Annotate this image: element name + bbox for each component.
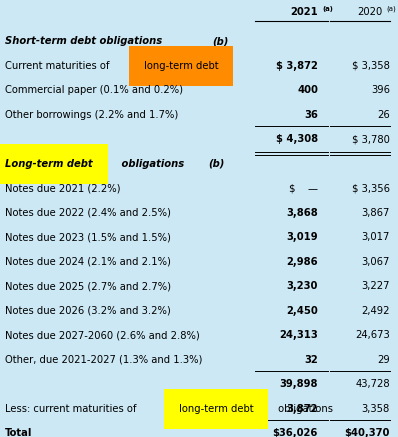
Text: Other, due 2021-2027 (1.3% and 1.3%): Other, due 2021-2027 (1.3% and 1.3%)	[5, 355, 202, 365]
Text: $ 3,358: $ 3,358	[352, 61, 390, 71]
Text: 2,450: 2,450	[286, 306, 318, 316]
Text: obligations: obligations	[118, 159, 188, 169]
Text: Long-term debt: Long-term debt	[5, 159, 93, 169]
Text: Current maturities of: Current maturities of	[5, 61, 113, 71]
Text: (b): (b)	[213, 36, 229, 46]
Text: $    —: $ —	[289, 184, 318, 194]
Text: Less: current maturities of: Less: current maturities of	[5, 404, 140, 414]
Text: long-term debt: long-term debt	[144, 61, 219, 71]
Text: 396: 396	[371, 85, 390, 95]
Text: 36: 36	[304, 110, 318, 120]
Text: Notes due 2023 (1.5% and 1.5%): Notes due 2023 (1.5% and 1.5%)	[5, 232, 171, 243]
Text: 24,313: 24,313	[279, 330, 318, 340]
Text: 3,017: 3,017	[362, 232, 390, 243]
Text: Notes due 2025 (2.7% and 2.7%): Notes due 2025 (2.7% and 2.7%)	[5, 281, 171, 291]
Text: 3,227: 3,227	[361, 281, 390, 291]
Text: obligations: obligations	[275, 404, 333, 414]
Text: 39,898: 39,898	[279, 379, 318, 389]
Text: 3,019: 3,019	[287, 232, 318, 243]
Text: 29: 29	[377, 355, 390, 365]
Text: Notes due 2022 (2.4% and 2.5%): Notes due 2022 (2.4% and 2.5%)	[5, 208, 171, 218]
Text: Short-term debt obligations: Short-term debt obligations	[5, 36, 166, 46]
Text: 3,867: 3,867	[362, 208, 390, 218]
Text: 3,868: 3,868	[286, 208, 318, 218]
Text: Notes due 2026 (3.2% and 3.2%): Notes due 2026 (3.2% and 3.2%)	[5, 306, 171, 316]
Text: 32: 32	[304, 355, 318, 365]
Text: $40,370: $40,370	[345, 428, 390, 437]
Text: Notes due 2024 (2.1% and 2.1%): Notes due 2024 (2.1% and 2.1%)	[5, 257, 171, 267]
Text: Total: Total	[5, 428, 32, 437]
Text: long-term debt: long-term debt	[179, 404, 254, 414]
Text: 2,986: 2,986	[287, 257, 318, 267]
Text: $ 3,872: $ 3,872	[276, 61, 318, 71]
Text: $ 3,780: $ 3,780	[352, 135, 390, 144]
Text: 43,728: 43,728	[355, 379, 390, 389]
Text: 26: 26	[377, 110, 390, 120]
Text: 3,067: 3,067	[362, 257, 390, 267]
Text: Notes due 2021 (2.2%): Notes due 2021 (2.2%)	[5, 184, 121, 194]
Text: 3,358: 3,358	[362, 404, 390, 414]
Text: $ 4,308: $ 4,308	[276, 135, 318, 144]
Text: Other borrowings (2.2% and 1.7%): Other borrowings (2.2% and 1.7%)	[5, 110, 178, 120]
Text: $36,026: $36,026	[273, 428, 318, 437]
Text: Notes due 2027-2060 (2.6% and 2.8%): Notes due 2027-2060 (2.6% and 2.8%)	[5, 330, 200, 340]
Text: 2,492: 2,492	[361, 306, 390, 316]
Text: (a): (a)	[386, 6, 396, 12]
Text: 3,230: 3,230	[287, 281, 318, 291]
Text: 3,872: 3,872	[287, 404, 318, 414]
Text: (a): (a)	[322, 6, 333, 12]
Text: 2020: 2020	[357, 7, 382, 17]
Text: 400: 400	[297, 85, 318, 95]
Text: 24,673: 24,673	[355, 330, 390, 340]
Text: $ 3,356: $ 3,356	[352, 184, 390, 194]
Text: (b): (b)	[208, 159, 224, 169]
Text: 2021: 2021	[290, 7, 318, 17]
Text: Commercial paper (0.1% and 0.2%): Commercial paper (0.1% and 0.2%)	[5, 85, 183, 95]
